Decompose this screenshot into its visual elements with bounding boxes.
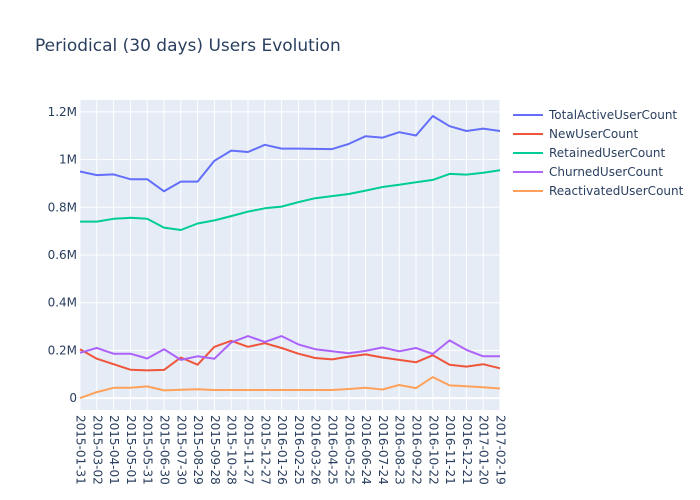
x-tick-label: 2017-02-19: [494, 415, 508, 485]
x-tick-label: 2016-06-24: [359, 415, 373, 485]
legend-label: TotalActiveUserCount: [548, 108, 677, 122]
x-tick-label: 2015-08-29: [191, 415, 205, 485]
x-tick-label: 2016-05-25: [342, 415, 356, 485]
legend-label: ChurnedUserCount: [549, 165, 663, 179]
series-line-retainedusercount: [80, 169, 501, 231]
x-tick-label: 2015-05-31: [141, 415, 155, 485]
x-tick-label: 2016-07-24: [376, 415, 390, 485]
y-axis: 0 0.2M 0.4M 0.6M 0.8M 1M 1.2M: [48, 105, 77, 405]
x-tick-label: 2016-08-23: [393, 415, 407, 485]
series-line-totalactiveusercount: [79, 115, 501, 193]
legend[interactable]: TotalActiveUserCount NewUserCount Retained…: [513, 108, 684, 198]
y-tick-label: 0.8M: [48, 200, 77, 214]
series-lines: [79, 115, 501, 400]
x-axis: 2015-01-31 2015-03-02 2015-04-01 2015-05-01…: [74, 415, 508, 485]
chart-title: Periodical (30 days) Users Evolution: [35, 36, 341, 56]
x-tick-label: 2016-01-26: [275, 415, 289, 485]
x-tick-label: 2015-10-28: [225, 415, 239, 485]
x-tick-label: 2015-04-01: [107, 415, 121, 485]
x-tick-label: 2016-04-25: [326, 415, 340, 485]
legend-label: RetainedUserCount: [549, 146, 665, 160]
x-tick-label: 2015-03-02: [90, 415, 104, 485]
x-tick-label: 2015-07-30: [174, 415, 188, 485]
x-tick-label: 2015-09-28: [208, 415, 222, 485]
series-line-reactivatedusercount: [79, 376, 501, 400]
x-tick-label: 2017-01-20: [477, 415, 491, 485]
x-tick-label: 2016-12-21: [460, 415, 474, 485]
series-line-churnedusercount: [79, 335, 500, 361]
x-tick-label: 2015-12-27: [258, 415, 272, 485]
legend-item-churnedusercount[interactable]: ChurnedUserCount: [513, 165, 663, 179]
legend-label: ReactivatedUserCount: [549, 184, 684, 198]
x-tick-label: 2016-03-26: [309, 415, 323, 485]
y-tick-label: 0: [69, 391, 77, 405]
series-line-newusercount: [79, 339, 501, 372]
legend-item-newusercount[interactable]: NewUserCount: [513, 127, 638, 141]
x-tick-label: 2015-06-30: [158, 415, 172, 485]
x-tick-label: 2016-11-21: [443, 415, 457, 485]
y-tick-label: 0.2M: [48, 343, 77, 357]
x-tick-label: 2015-01-31: [74, 415, 88, 485]
y-tick-label: 0.6M: [48, 248, 77, 262]
x-tick-label: 2015-05-01: [124, 415, 138, 485]
legend-item-totalactiveusercount[interactable]: TotalActiveUserCount: [513, 108, 677, 122]
x-tick-label: 2015-11-27: [242, 415, 256, 485]
legend-item-reactivatedusercount[interactable]: ReactivatedUserCount: [513, 184, 684, 198]
x-tick-label: 2016-09-22: [410, 415, 424, 485]
legend-item-retainedusercount[interactable]: RetainedUserCount: [513, 146, 665, 160]
y-tick-label: 1.2M: [48, 105, 77, 119]
x-tick-label: 2016-02-25: [292, 415, 306, 485]
legend-label: NewUserCount: [549, 127, 638, 141]
x-tick-label: 2016-10-22: [426, 415, 440, 485]
y-tick-label: 1M: [59, 153, 77, 167]
y-tick-label: 0.4M: [48, 296, 77, 310]
